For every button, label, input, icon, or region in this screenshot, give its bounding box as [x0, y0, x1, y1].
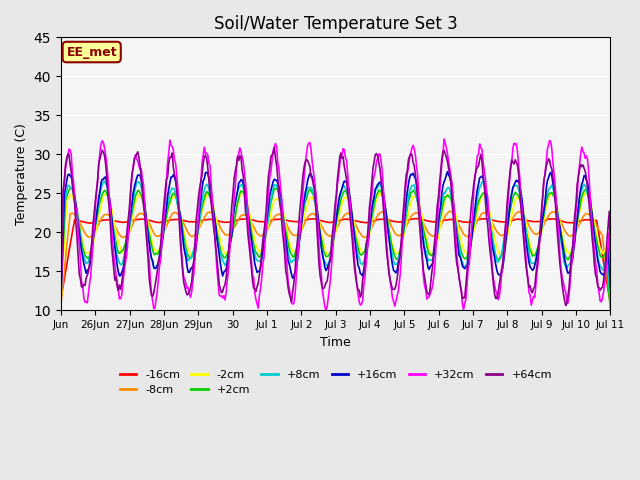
-8cm [365, 232, 372, 238]
+32cm [289, 301, 296, 307]
+32cm [607, 265, 614, 271]
-16cm [557, 218, 565, 224]
+2cm [557, 231, 565, 237]
-8cm [557, 219, 565, 225]
-8cm [57, 302, 65, 308]
+2cm [57, 287, 65, 293]
-2cm [365, 231, 373, 237]
Line: +64cm: +64cm [61, 147, 611, 305]
+64cm [271, 144, 278, 150]
+32cm [228, 225, 236, 230]
-8cm [391, 230, 399, 236]
-2cm [57, 299, 65, 304]
Line: -16cm: -16cm [61, 219, 611, 304]
-16cm [365, 219, 372, 225]
+8cm [229, 214, 237, 220]
Line: +16cm: +16cm [61, 171, 611, 300]
+16cm [289, 275, 296, 281]
+32cm [463, 282, 471, 288]
+8cm [365, 226, 373, 232]
+2cm [607, 307, 614, 312]
Line: -8cm: -8cm [61, 211, 611, 305]
+2cm [67, 185, 75, 191]
+2cm [365, 228, 373, 233]
+32cm [365, 216, 373, 222]
-2cm [290, 249, 298, 255]
+16cm [57, 298, 65, 303]
-2cm [557, 225, 565, 231]
+64cm [290, 281, 298, 287]
-2cm [607, 299, 614, 305]
+64cm [462, 281, 470, 287]
-8cm [607, 301, 614, 307]
+8cm [392, 262, 400, 267]
-16cm [289, 218, 296, 224]
+16cm [462, 264, 470, 270]
Text: EE_met: EE_met [67, 46, 117, 59]
Line: +8cm: +8cm [61, 181, 611, 304]
+16cm [365, 238, 372, 244]
+64cm [562, 302, 570, 308]
+64cm [557, 271, 565, 277]
Title: Soil/Water Temperature Set 3: Soil/Water Temperature Set 3 [214, 15, 458, 33]
-2cm [392, 250, 400, 256]
-8cm [462, 233, 470, 239]
Line: +32cm: +32cm [61, 139, 611, 311]
-2cm [228, 233, 236, 239]
+16cm [391, 268, 399, 274]
-16cm [607, 301, 614, 307]
-8cm [289, 232, 296, 238]
+8cm [557, 239, 565, 244]
X-axis label: Time: Time [320, 336, 351, 349]
+16cm [557, 233, 565, 239]
+8cm [100, 179, 108, 184]
+32cm [322, 308, 330, 313]
+8cm [607, 301, 614, 307]
+2cm [229, 228, 237, 233]
+16cm [444, 168, 451, 174]
-16cm [462, 219, 470, 225]
+64cm [607, 250, 614, 256]
+2cm [462, 256, 470, 262]
+64cm [57, 291, 65, 297]
-16cm [412, 216, 419, 222]
Line: -2cm: -2cm [61, 192, 611, 302]
+2cm [392, 255, 400, 261]
+32cm [440, 136, 448, 142]
+32cm [559, 275, 566, 281]
+32cm [57, 300, 65, 306]
-2cm [238, 189, 246, 195]
+64cm [228, 202, 236, 208]
+2cm [290, 254, 298, 260]
Y-axis label: Temperature (C): Temperature (C) [15, 123, 28, 225]
-16cm [228, 219, 236, 225]
+64cm [365, 204, 373, 209]
-16cm [57, 296, 65, 302]
+16cm [228, 232, 236, 238]
Line: +2cm: +2cm [61, 188, 611, 310]
+16cm [607, 286, 614, 291]
+64cm [392, 283, 400, 288]
+8cm [57, 287, 65, 293]
Legend: -16cm, -8cm, -2cm, +2cm, +8cm, +16cm, +32cm, +64cm: -16cm, -8cm, -2cm, +2cm, +8cm, +16cm, +3… [115, 365, 556, 400]
-16cm [391, 219, 399, 225]
-8cm [446, 208, 454, 214]
+8cm [462, 262, 470, 268]
+32cm [392, 298, 400, 304]
-8cm [228, 228, 236, 234]
-2cm [462, 250, 470, 256]
+8cm [290, 258, 298, 264]
